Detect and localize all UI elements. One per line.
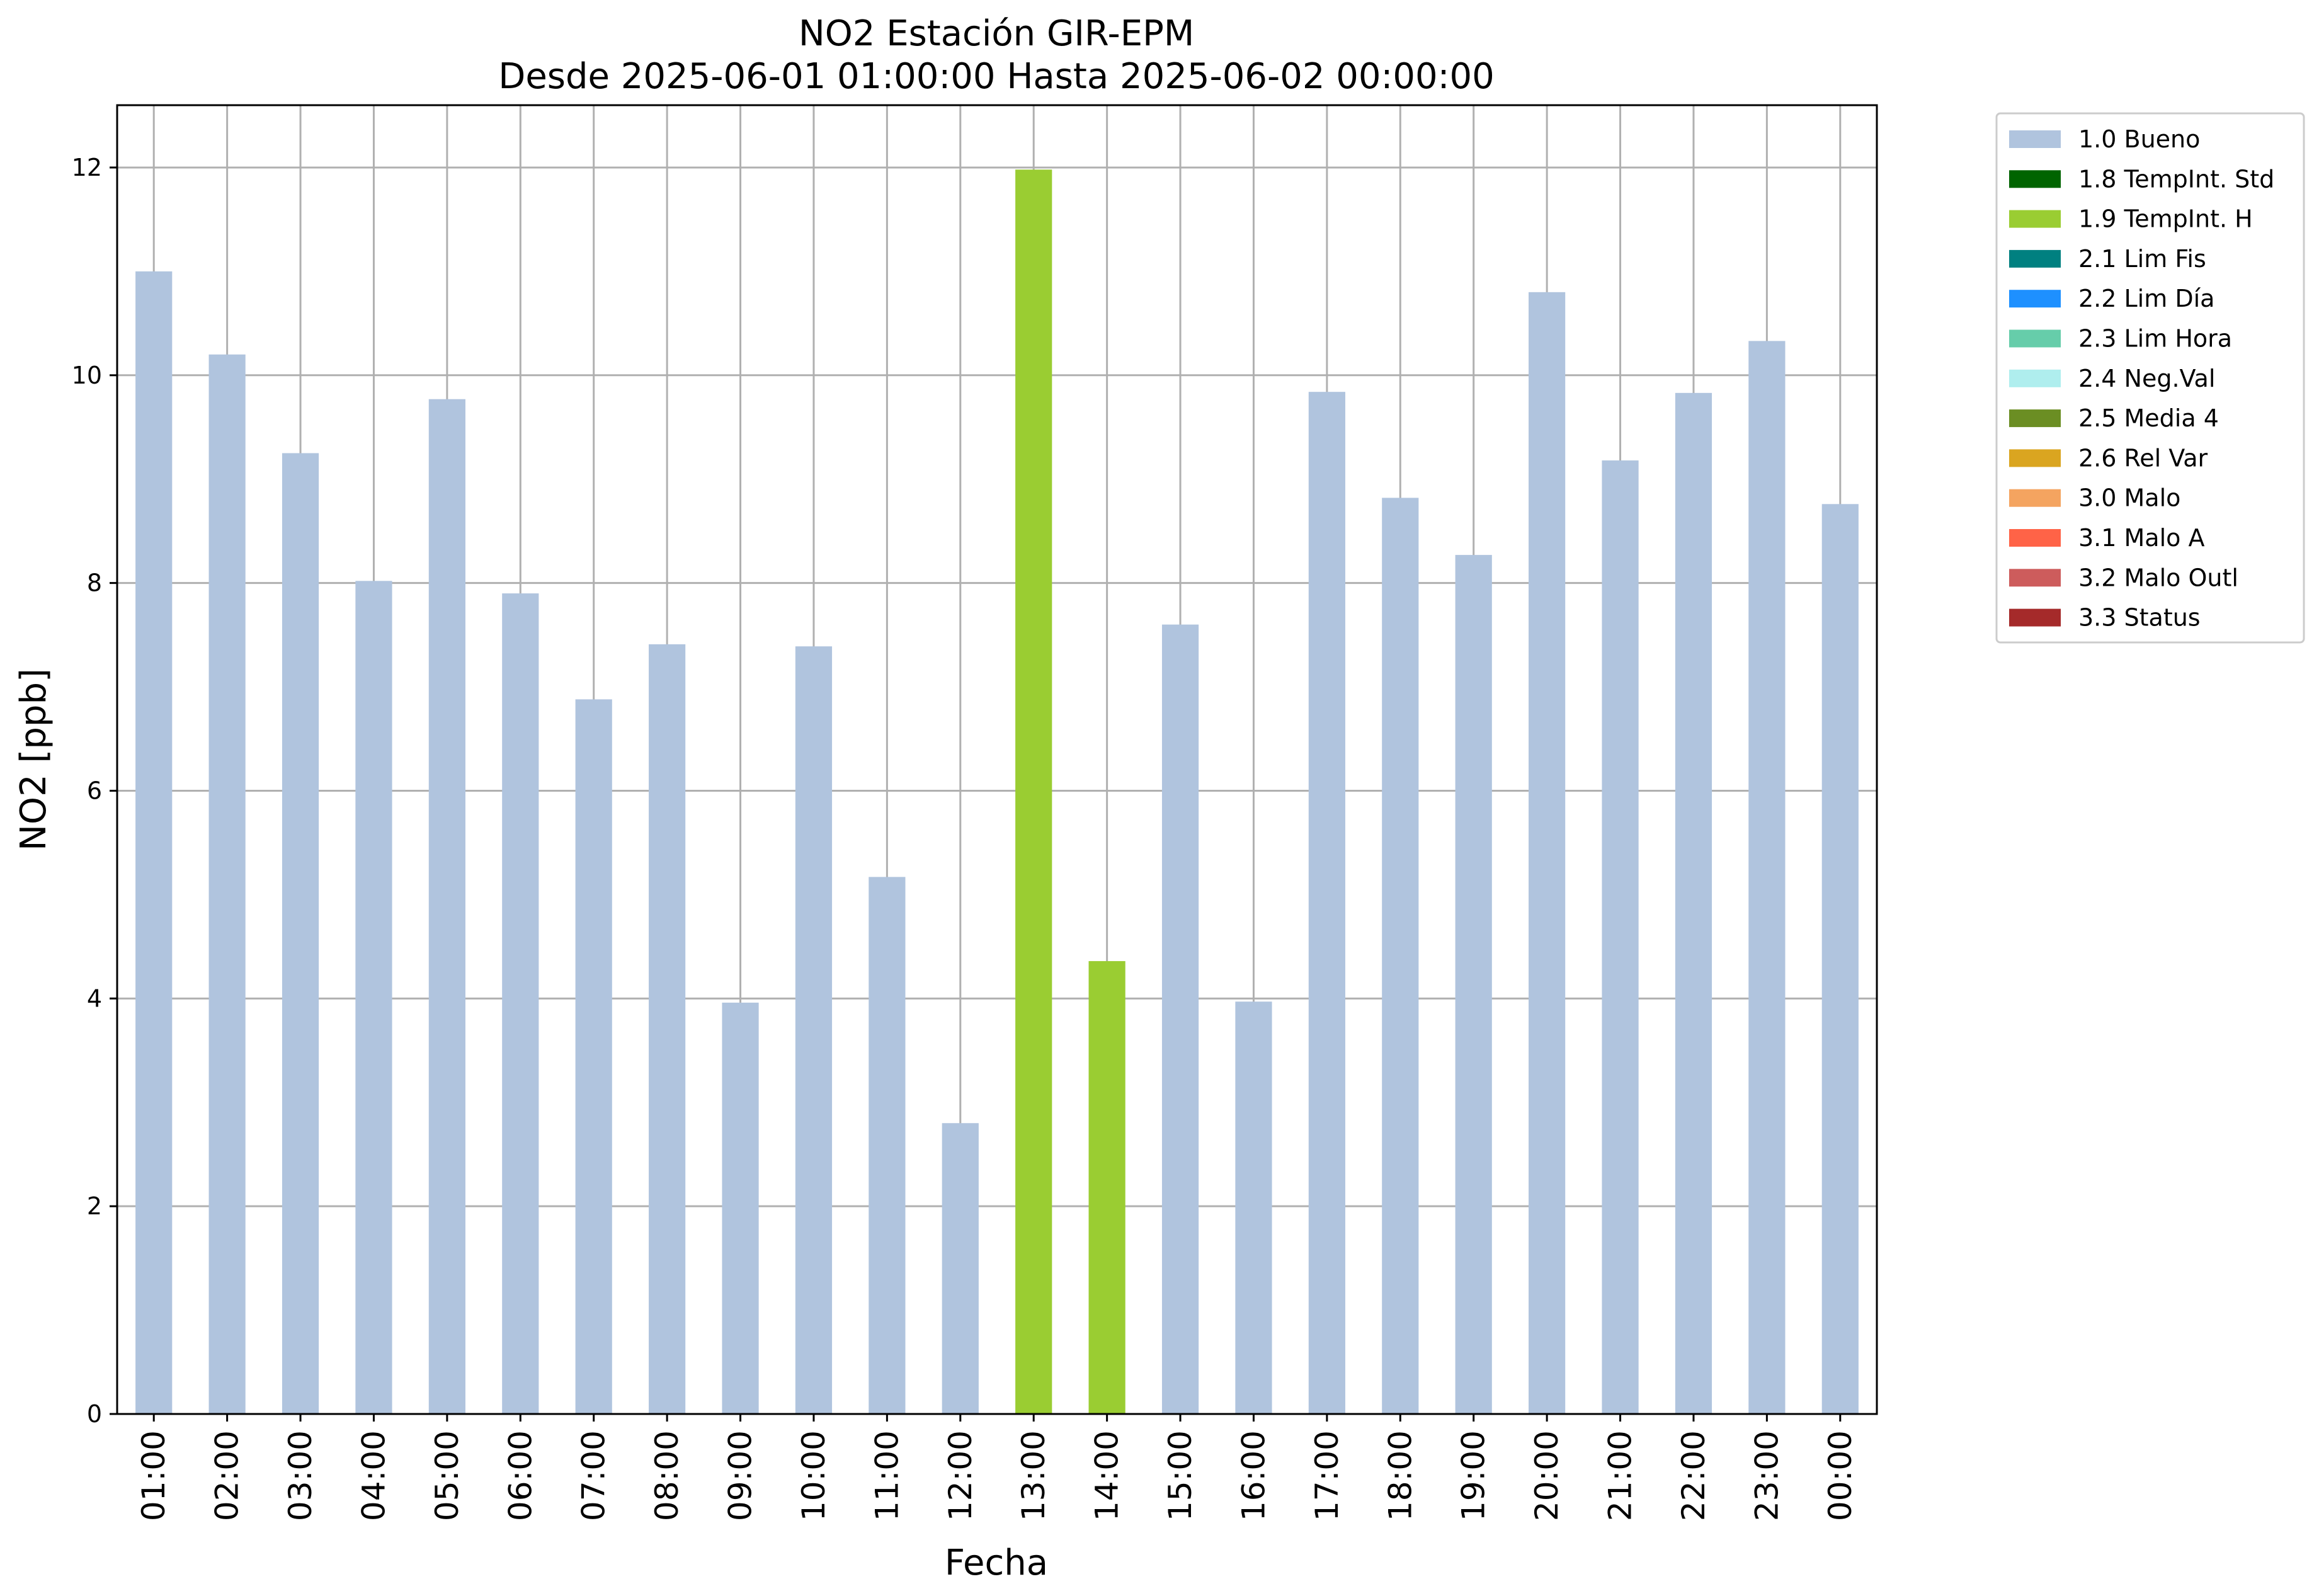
legend-swatch [2009, 489, 2061, 507]
legend-swatch [2009, 290, 2061, 308]
legend-label: 2.4 Neg.Val [2078, 365, 2215, 392]
x-tick-label: 17:00 [1309, 1430, 1345, 1521]
bar-0300 [282, 453, 319, 1414]
x-tick-label: 19:00 [1456, 1430, 1492, 1521]
legend-label: 3.2 Malo Outl [2078, 564, 2238, 591]
x-tick-label: 05:00 [429, 1430, 465, 1521]
bar-1500 [1161, 624, 1199, 1414]
legend-swatch [2009, 449, 2061, 467]
y-tick-label: 8 [87, 569, 102, 597]
legend-label: 2.5 Media 4 [2078, 404, 2219, 432]
x-tick-label: 02:00 [209, 1430, 246, 1521]
y-tick-label: 2 [87, 1192, 102, 1220]
legend-swatch [2009, 529, 2061, 547]
x-tick-label: 15:00 [1162, 1430, 1199, 1521]
x-tick-label: 16:00 [1235, 1430, 1272, 1521]
x-axis-label: Fecha [945, 1542, 1048, 1583]
bar-1400 [1088, 960, 1125, 1414]
x-tick-label: 23:00 [1748, 1430, 1785, 1521]
legend-swatch [2009, 249, 2061, 268]
y-axis-label: NO2 [ppb] [13, 668, 54, 851]
legend-swatch [2009, 608, 2061, 627]
x-tick-label: 11:00 [869, 1430, 905, 1521]
y-tick-label: 4 [87, 984, 102, 1012]
chart-subtitle: Desde 2025-06-01 01:00:00 Hasta 2025-06-… [498, 56, 1495, 97]
legend-label: 3.1 Malo A [2078, 524, 2204, 552]
bar-1600 [1235, 1001, 1272, 1414]
bar-0500 [428, 399, 465, 1415]
bar-1000 [795, 646, 833, 1414]
bar-0400 [355, 581, 392, 1415]
x-tick-label: 06:00 [502, 1430, 538, 1521]
legend-label: 3.0 Malo [2078, 484, 2180, 512]
legend-swatch [2009, 170, 2061, 188]
x-tick-label: 07:00 [576, 1430, 612, 1521]
chart-title: NO2 Estación GIR-EPM [799, 13, 1194, 54]
x-axis: 01:00 02:00 03:00 04:00 05:00 06:00 07:00 08:00… [135, 1414, 1859, 1521]
legend-label: 2.6 Rel Var [2078, 444, 2208, 472]
legend-label: 3.3 Status [2078, 604, 2201, 632]
bar-1900 [1455, 555, 1492, 1414]
plot-frame [116, 104, 1878, 1415]
bar-2300 [1748, 341, 1786, 1414]
bar-1700 [1308, 392, 1345, 1415]
bar-1300 [1015, 169, 1052, 1415]
x-tick-label: 20:00 [1529, 1430, 1565, 1521]
bar-1200 [942, 1123, 979, 1414]
x-tick-label: 22:00 [1675, 1430, 1712, 1521]
x-tick-label: 09:00 [722, 1430, 759, 1521]
y-axis: 0 2 4 6 8 10 12 [72, 154, 117, 1428]
bars [135, 169, 1859, 1415]
legend-label: 2.3 Lim Hora [2078, 325, 2232, 353]
x-tick-label: 03:00 [282, 1430, 319, 1521]
x-tick-label: 21:00 [1602, 1430, 1639, 1521]
legend-label: 1.8 TempInt. Std [2078, 165, 2274, 193]
bar-1100 [869, 877, 906, 1414]
legend-label: 2.2 Lim Día [2078, 285, 2214, 312]
legend-label: 1.9 TempInt. H [2078, 205, 2253, 233]
legend-frame [1995, 112, 2305, 644]
bar-0800 [649, 644, 686, 1414]
bar-0600 [502, 593, 539, 1415]
legend-swatch [2009, 130, 2061, 148]
x-tick-label: 08:00 [649, 1430, 685, 1521]
y-tick-label: 0 [87, 1400, 102, 1428]
legend: 1.0 Bueno 1.8 TempInt. Std 1.9 TempInt. H 2… [1995, 112, 2305, 644]
legend-swatch [2009, 329, 2061, 348]
legend-swatch [2009, 210, 2061, 228]
legend-swatch [2009, 369, 2061, 387]
x-tick-label: 14:00 [1089, 1430, 1125, 1521]
legend-label: 1.0 Bueno [2078, 125, 2200, 153]
bar-2200 [1675, 392, 1712, 1415]
y-tick-label: 10 [72, 362, 102, 389]
bar-0000 [1821, 504, 1859, 1415]
x-tick-label: 00:00 [1822, 1430, 1859, 1521]
bar-2000 [1529, 292, 1566, 1414]
bar-0200 [208, 354, 246, 1414]
x-tick-label: 12:00 [942, 1430, 979, 1521]
bar-2100 [1602, 460, 1639, 1414]
x-tick-label: 13:00 [1015, 1430, 1052, 1521]
bar-1800 [1382, 498, 1419, 1414]
x-tick-label: 10:00 [795, 1430, 832, 1521]
x-tick-label: 18:00 [1382, 1430, 1418, 1521]
x-tick-label: 01:00 [135, 1430, 172, 1521]
bar-0700 [575, 699, 612, 1414]
y-tick-label: 6 [87, 777, 102, 804]
bar-0100 [135, 271, 173, 1414]
y-tick-label: 12 [72, 154, 102, 181]
legend-label: 2.1 Lim Fis [2078, 245, 2206, 273]
legend-swatch [2009, 409, 2061, 428]
bar-0900 [722, 1002, 759, 1414]
legend-swatch [2009, 569, 2061, 587]
x-tick-label: 04:00 [355, 1430, 392, 1521]
